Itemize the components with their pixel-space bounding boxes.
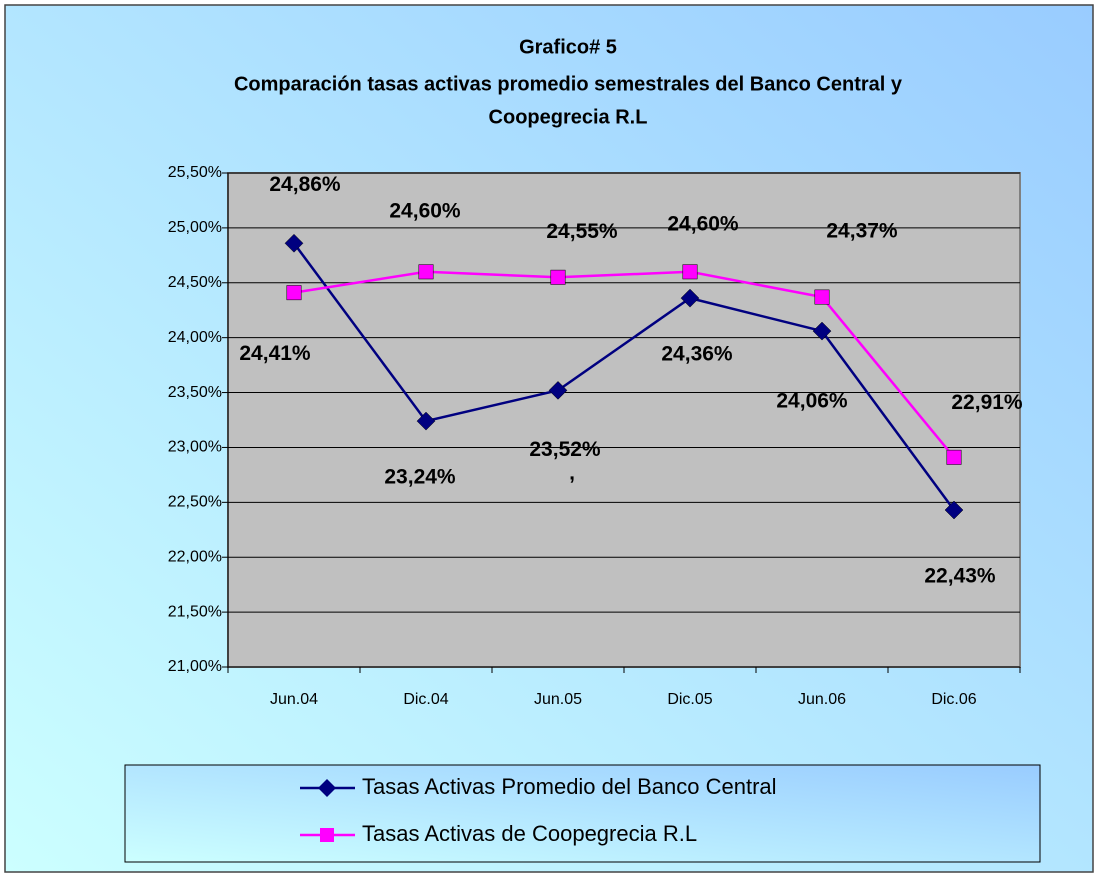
chart-title: Coopegrecia R.L bbox=[489, 106, 648, 128]
legend-label: Tasas Activas Promedio del Banco Central bbox=[362, 774, 777, 799]
y-tick-label: 24,00% bbox=[168, 329, 222, 346]
marker bbox=[286, 285, 302, 301]
legend-label: Tasas Activas de Coopegrecia R.L bbox=[362, 821, 697, 846]
marker bbox=[946, 449, 962, 465]
x-tick-label: Dic.05 bbox=[667, 691, 712, 708]
marker bbox=[416, 411, 436, 431]
x-tick-label: Dic.04 bbox=[403, 691, 448, 708]
x-tick-label: Jun.06 bbox=[798, 691, 846, 708]
y-tick-label: 21,50% bbox=[168, 603, 222, 620]
marker bbox=[680, 288, 700, 308]
marker bbox=[418, 264, 434, 280]
y-tick-label: 22,50% bbox=[168, 494, 222, 511]
x-tick-label: Jun.04 bbox=[270, 691, 318, 708]
annotation: , bbox=[569, 462, 575, 485]
marker bbox=[944, 500, 964, 520]
y-tick-label: 25,00% bbox=[168, 219, 222, 236]
chart-title: Comparación tasas activas promedio semes… bbox=[234, 73, 903, 95]
legend-box bbox=[124, 764, 1041, 863]
y-tick-label: 22,00% bbox=[168, 548, 222, 565]
data-label: 24,86% bbox=[269, 173, 341, 196]
marker bbox=[284, 233, 304, 253]
data-label: 23,24% bbox=[384, 466, 456, 489]
y-tick-label: 23,00% bbox=[168, 439, 222, 456]
marker bbox=[814, 289, 830, 305]
data-label: 22,91% bbox=[951, 391, 1023, 414]
data-label: 24,41% bbox=[239, 342, 311, 365]
data-label: 24,37% bbox=[826, 220, 898, 243]
marker bbox=[550, 269, 566, 285]
y-tick-label: 24,50% bbox=[168, 274, 222, 291]
marker bbox=[812, 321, 832, 341]
data-label: 24,06% bbox=[776, 390, 848, 413]
y-tick-label: 25,50% bbox=[168, 164, 222, 181]
data-label: 24,55% bbox=[546, 220, 618, 243]
marker bbox=[682, 264, 698, 280]
data-label: 24,60% bbox=[667, 212, 739, 235]
data-label: 23,52% bbox=[529, 438, 601, 461]
data-label: 24,36% bbox=[661, 343, 733, 366]
series-line bbox=[292, 242, 956, 511]
marker bbox=[548, 381, 568, 400]
y-tick-label: 21,00% bbox=[168, 658, 222, 675]
plot-background bbox=[227, 172, 1021, 668]
data-label: 24,60% bbox=[389, 199, 461, 222]
data-label: 22,43% bbox=[924, 565, 996, 588]
legend-marker bbox=[318, 779, 336, 797]
legend-marker bbox=[320, 828, 334, 842]
y-tick-label: 23,50% bbox=[168, 384, 222, 401]
x-tick-label: Jun.05 bbox=[534, 691, 582, 708]
chart-title: Grafico# 5 bbox=[519, 36, 617, 58]
series-line bbox=[293, 270, 955, 459]
x-tick-label: Dic.06 bbox=[931, 691, 976, 708]
